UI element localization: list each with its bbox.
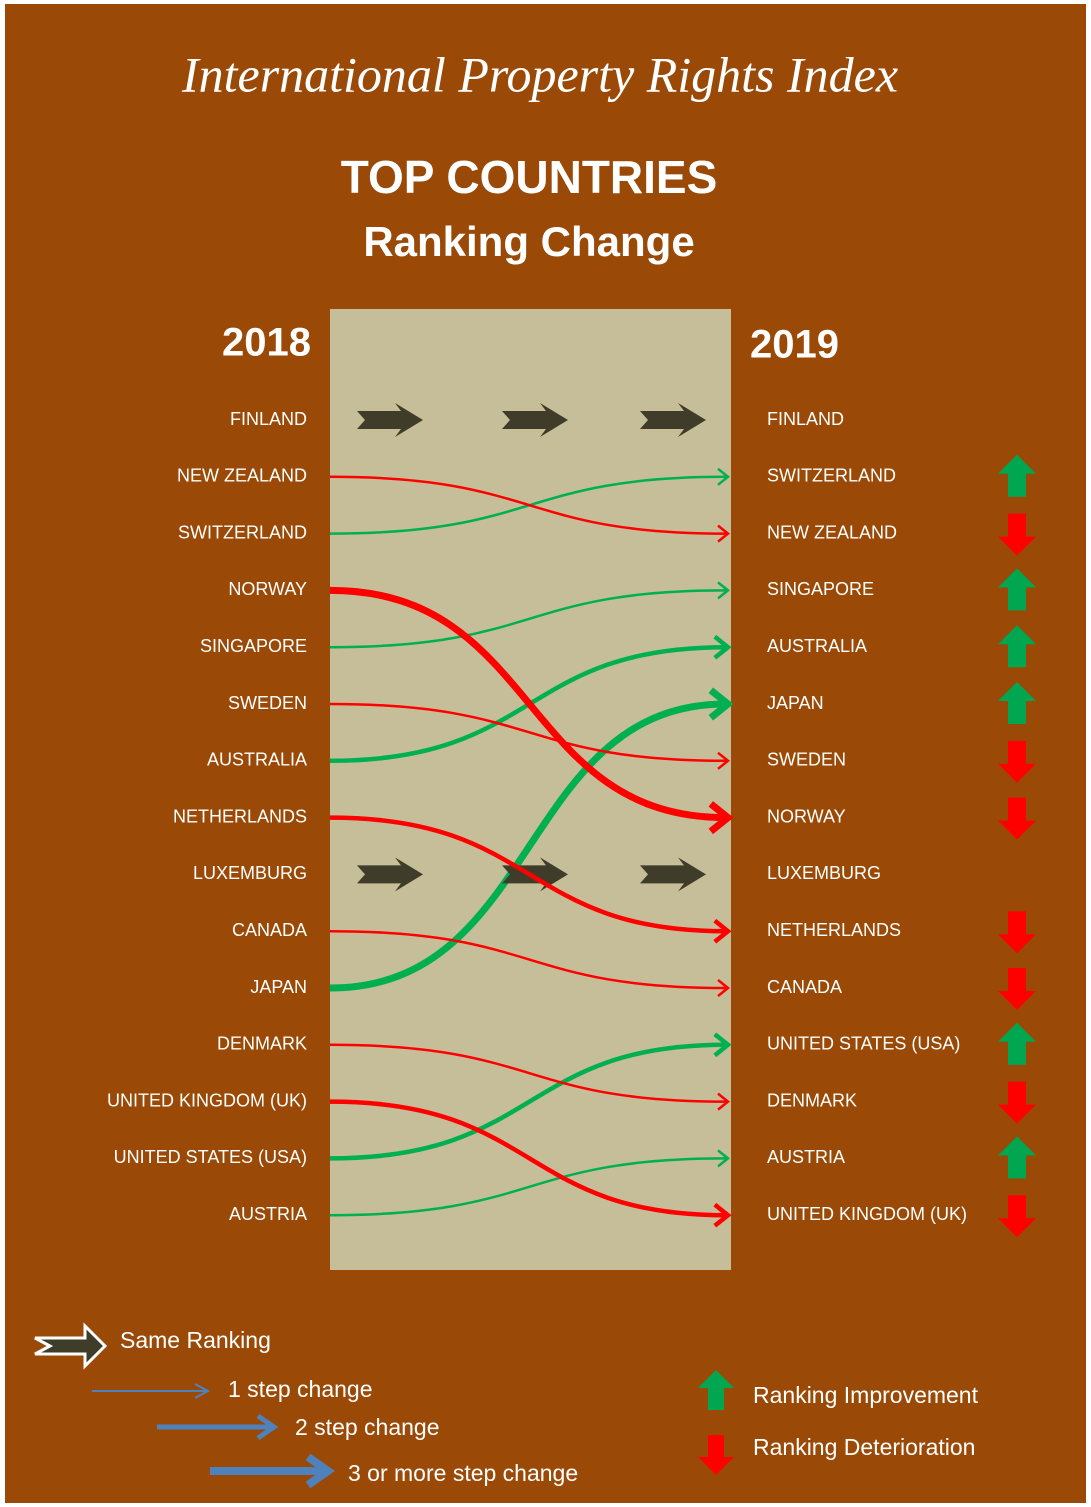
same-arrow [357, 857, 423, 892]
down-icon [998, 968, 1036, 1010]
same-arrow [640, 403, 706, 437]
legend-step-icons [92, 1383, 335, 1489]
country-2018: DENMARK [217, 1034, 307, 1054]
legend-step: 1 step change [228, 1376, 373, 1402]
link [329, 815, 727, 934]
country-2019: UNITED KINGDOM (UK) [767, 1204, 967, 1224]
country-2019: NEW ZEALAND [767, 522, 897, 542]
up-icon [998, 454, 1036, 497]
country-2019: AUSTRALIA [767, 636, 867, 656]
same-arrow [502, 403, 568, 437]
legend: Same Ranking 1 step change 2 step change… [34, 1322, 979, 1489]
country-2019: CANADA [767, 977, 842, 997]
country-2019: FINLAND [767, 409, 844, 429]
country-2018: SINGAPORE [200, 636, 307, 656]
legend-up-icon [698, 1370, 734, 1410]
country-2018: UNITED STATES (USA) [114, 1147, 307, 1167]
country-2018: NEW ZEALAND [177, 466, 307, 486]
down-icon [998, 1195, 1036, 1238]
country-2019: DENMARK [767, 1090, 857, 1110]
up-icon [998, 682, 1036, 724]
legend-same: Same Ranking [120, 1327, 271, 1353]
title: International Property Rights Index [181, 46, 898, 102]
link-head [713, 634, 732, 660]
country-2019: AUSTRIA [767, 1147, 845, 1167]
year-right: 2019 [750, 323, 839, 367]
country-2019: SWITZERLAND [767, 466, 896, 486]
link [329, 475, 727, 535]
link-head [713, 1202, 732, 1228]
link-head [717, 979, 731, 997]
down-icon [998, 911, 1036, 954]
country-2018: NORWAY [228, 579, 307, 599]
link [329, 1043, 727, 1103]
country-2019: SWEDEN [767, 750, 846, 770]
year-left: 2018 [222, 321, 311, 365]
link [329, 586, 727, 822]
link-head [708, 687, 734, 721]
subheading: Ranking Change [363, 218, 694, 265]
country-2018: AUSTRIA [229, 1204, 307, 1224]
country-2018: NETHERLANDS [173, 806, 307, 826]
country-2018: JAPAN [250, 977, 307, 997]
link [329, 700, 727, 992]
up-icon [998, 1022, 1036, 1065]
down-icon [998, 513, 1036, 556]
country-2018: SWITZERLAND [178, 522, 307, 542]
link-head [717, 581, 731, 600]
link [329, 589, 727, 649]
link-head [717, 1149, 731, 1168]
country-2018: LUXEMBURG [193, 863, 307, 883]
link-head [717, 524, 731, 543]
link [329, 1042, 727, 1161]
country-2019: JAPAN [767, 693, 824, 713]
up-icon [998, 1136, 1036, 1179]
legend-deterioration: Ranking Deterioration [753, 1434, 975, 1460]
links [329, 403, 734, 1228]
country-2018: FINLAND [230, 409, 307, 429]
down-icon [998, 740, 1036, 783]
legend-down-icon [698, 1435, 734, 1475]
link-head [713, 918, 732, 944]
legend-step: 2 step change [295, 1414, 440, 1440]
legend-step: 3 or more step change [348, 1460, 578, 1486]
down-icon [998, 1081, 1036, 1124]
country-2019: NETHERLANDS [767, 920, 901, 940]
link [329, 702, 727, 763]
up-icon [998, 568, 1036, 611]
link [329, 1099, 727, 1218]
legend-same-icon [34, 1322, 108, 1370]
link-head [708, 801, 734, 835]
same-arrow [357, 403, 423, 437]
up-icon [998, 625, 1036, 668]
country-2018: SWEDEN [228, 693, 307, 713]
country-2019: NORWAY [767, 806, 846, 826]
same-arrow [640, 857, 706, 892]
link-head [717, 751, 731, 770]
country-2019: UNITED STATES (USA) [767, 1034, 960, 1054]
country-2018: AUSTRALIA [207, 750, 307, 770]
panel [330, 309, 731, 1270]
link [329, 929, 727, 990]
country-2019: LUXEMBURG [767, 863, 881, 883]
legend-improvement: Ranking Improvement [753, 1382, 979, 1408]
country-2019: SINGAPORE [767, 579, 874, 599]
link-head [717, 1092, 731, 1111]
link-head [713, 1032, 732, 1058]
down-icon [998, 797, 1036, 840]
link [329, 1157, 727, 1217]
heading: TOP COUNTRIES [341, 151, 718, 203]
link-head [717, 467, 731, 486]
country-2018: CANADA [232, 920, 307, 940]
country-2018: UNITED KINGDOM (UK) [107, 1090, 307, 1110]
